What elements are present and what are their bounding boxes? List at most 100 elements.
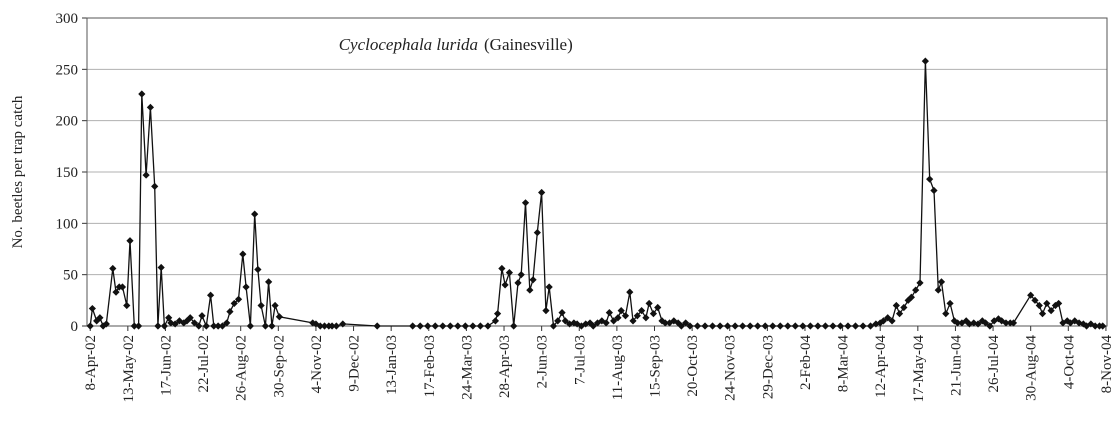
data-point (610, 317, 618, 325)
data-point (501, 281, 509, 289)
data-point (981, 319, 990, 327)
data-point (454, 322, 462, 330)
data-point (275, 313, 283, 321)
data-point (665, 319, 674, 327)
data-point (538, 188, 546, 197)
data-point (157, 263, 165, 272)
data-point (254, 265, 262, 274)
data-point (990, 317, 998, 325)
data-point (776, 322, 784, 330)
data-point (769, 322, 777, 330)
data-point (586, 319, 594, 327)
data-point (514, 279, 522, 287)
x-tick-label: 4-Oct-04 (1061, 335, 1077, 390)
data-point (1066, 319, 1075, 327)
data-point (836, 322, 845, 330)
data-point (257, 301, 265, 310)
data-point (859, 322, 867, 330)
data-point (876, 319, 884, 327)
data-point (416, 322, 424, 330)
data-point (207, 291, 215, 299)
data-point (884, 314, 892, 322)
data-point (629, 317, 637, 325)
data-point (190, 319, 199, 327)
data-point (484, 322, 492, 330)
data-point (851, 322, 860, 330)
chart-title: Cyclocephala lurida (339, 35, 478, 54)
data-point (930, 186, 938, 195)
data-point (109, 264, 117, 273)
data-point (242, 283, 250, 291)
y-axis-label: No. beetles per trap catch (10, 95, 26, 248)
data-line (89, 61, 1103, 329)
data-point (112, 288, 120, 296)
data-point (573, 320, 581, 328)
x-tick-label: 30-Aug-04 (1024, 335, 1040, 401)
data-point (542, 307, 550, 315)
x-tick-label: 13-Jan-03 (384, 335, 400, 395)
data-point (202, 322, 210, 330)
data-point (617, 307, 625, 315)
data-point (309, 319, 317, 327)
data-point (1009, 319, 1018, 327)
data-point (505, 269, 514, 277)
data-point (316, 322, 324, 330)
data-point (761, 322, 769, 330)
data-point (970, 319, 978, 327)
data-point (93, 317, 101, 325)
data-point (965, 320, 974, 328)
data-point (1038, 310, 1047, 318)
x-tick-label: 17-Jun-02 (158, 335, 174, 396)
data-point (218, 322, 227, 330)
data-point (1043, 299, 1051, 308)
data-point (175, 317, 184, 325)
data-point (102, 320, 110, 328)
data-point (339, 320, 347, 328)
data-point (142, 171, 150, 179)
data-point (165, 314, 173, 322)
data-point (806, 322, 814, 330)
data-point (268, 322, 276, 330)
data-point (589, 322, 597, 330)
data-point (654, 303, 662, 312)
data-point (561, 317, 569, 325)
data-point (791, 322, 799, 330)
data-point (476, 322, 484, 330)
data-point (946, 299, 954, 308)
data-point (888, 317, 896, 325)
data-point (598, 317, 606, 325)
data-point (593, 319, 602, 327)
data-point (130, 322, 138, 330)
data-point (151, 182, 159, 190)
x-tick-label: 2-Feb-04 (798, 335, 814, 390)
data-point (1099, 322, 1107, 330)
data-point (962, 317, 970, 325)
x-tick-label: 11-Aug-03 (610, 335, 626, 400)
x-tick-label: 24-Mar-03 (459, 335, 475, 400)
data-point (926, 175, 934, 183)
x-tick-label: 4-Nov-02 (309, 335, 325, 393)
data-point (746, 322, 754, 330)
data-point (332, 322, 340, 330)
data-point (942, 310, 950, 318)
data-point (226, 308, 234, 316)
data-point (223, 319, 231, 327)
data-point (998, 317, 1006, 325)
data-point (978, 317, 986, 325)
data-point (214, 322, 222, 330)
x-tick-label: 24-Nov-03 (723, 335, 739, 401)
data-point (246, 322, 254, 330)
data-point (582, 320, 590, 328)
y-tick-label: 250 (56, 62, 79, 78)
data-point (160, 322, 168, 330)
x-tick-label: 21-Jun-04 (948, 335, 964, 396)
data-point (784, 322, 792, 330)
data-point (1047, 307, 1055, 315)
data-point (439, 322, 447, 330)
data-point (424, 322, 432, 330)
data-point (1071, 317, 1079, 325)
data-point (895, 310, 904, 318)
data-point (469, 322, 477, 330)
data-point (829, 322, 837, 330)
x-tick-label: 20-Oct-03 (685, 335, 701, 397)
